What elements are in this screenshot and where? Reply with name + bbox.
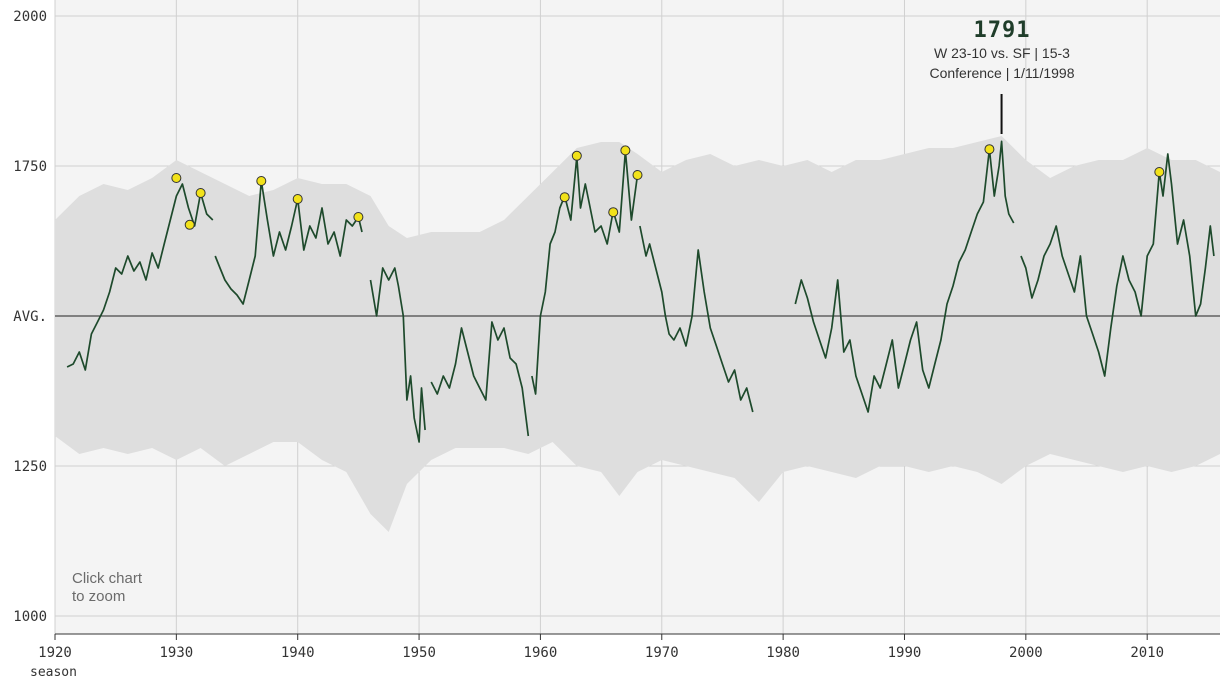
y-tick-label: 1250: [13, 459, 47, 475]
peak-marker[interactable]: [559, 192, 570, 203]
x-tick-label: 1970: [645, 645, 679, 661]
range-band: [55, 136, 1220, 532]
x-tick-label: 1990: [888, 645, 922, 661]
peak-marker[interactable]: [620, 145, 631, 156]
peak-marker[interactable]: [608, 207, 619, 218]
y-tick-label: 1750: [13, 159, 47, 175]
series-line: [430, 321, 530, 437]
x-tick-label: 1940: [281, 645, 315, 661]
series-line: [531, 150, 639, 395]
series-line: [214, 180, 363, 305]
peak-marker[interactable]: [353, 212, 364, 222]
peak-marker[interactable]: [984, 144, 995, 155]
zoom-hint-line2: to zoom: [72, 588, 126, 605]
x-tick-label: 2010: [1130, 645, 1164, 661]
y-tick-label: 2000: [13, 9, 47, 25]
peak-marker[interactable]: [171, 173, 182, 183]
y-tick-label: AVG.: [13, 309, 47, 325]
annotation-game: W 23-10 vs. SF | 15-3: [934, 45, 1070, 61]
series-line: [794, 140, 1015, 413]
peak-markers: [171, 144, 1165, 230]
peak-marker[interactable]: [571, 150, 582, 161]
y-tick-label: 1000: [13, 609, 47, 625]
x-axis: 1920 1930 1940 1950 1960 1970 1980 1990 2000 2010: [38, 633, 1220, 661]
series-line: [1020, 153, 1215, 377]
peak-marker[interactable]: [1154, 167, 1165, 177]
peak-marker[interactable]: [292, 194, 303, 204]
peak-marker[interactable]: [256, 176, 267, 186]
peak-marker[interactable]: [195, 188, 206, 198]
peak-marker[interactable]: [184, 219, 195, 230]
x-tick-label: 1950: [402, 645, 436, 661]
x-tick-label: 1930: [159, 645, 193, 661]
annotation-value: 1791: [973, 18, 1031, 43]
zoom-hint-line1: Click chart: [72, 570, 143, 587]
peak-marker[interactable]: [632, 170, 643, 180]
x-tick-label: 1980: [766, 645, 800, 661]
annotation-date: Conference | 1/11/1998: [929, 65, 1075, 81]
x-tick-label: 1960: [524, 645, 558, 661]
x-tick-label: 1920: [38, 645, 72, 661]
series-line: [639, 225, 754, 413]
annotation-callout: 1791 W 23-10 vs. SF | 15-3 Conference | …: [872, 18, 1132, 83]
zoom-hint: Click chart to zoom: [72, 570, 212, 606]
x-axis-label: season: [30, 665, 77, 680]
series-lines: [66, 140, 1215, 443]
series-line: [66, 183, 214, 371]
y-axis: 1000 1250 AVG. 1750 2000: [13, 9, 47, 625]
x-tick-label: 2000: [1009, 645, 1043, 661]
series-line: [369, 267, 426, 443]
